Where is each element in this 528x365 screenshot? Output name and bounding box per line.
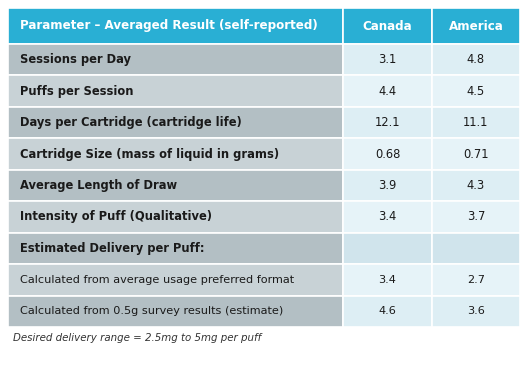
- Bar: [8, 201, 343, 233]
- Bar: [432, 107, 520, 138]
- Bar: [343, 107, 432, 138]
- Text: 3.4: 3.4: [379, 275, 397, 285]
- Text: 4.8: 4.8: [467, 53, 485, 66]
- Bar: [343, 296, 432, 327]
- Text: Days per Cartridge (cartridge life): Days per Cartridge (cartridge life): [20, 116, 242, 129]
- Text: 12.1: 12.1: [375, 116, 400, 129]
- Bar: [343, 170, 432, 201]
- Text: 3.6: 3.6: [467, 306, 485, 316]
- Bar: [432, 296, 520, 327]
- Bar: [8, 8, 343, 44]
- Bar: [8, 264, 343, 296]
- Text: Intensity of Puff (Qualitative): Intensity of Puff (Qualitative): [20, 211, 212, 223]
- Bar: [8, 138, 343, 170]
- Bar: [432, 8, 520, 44]
- Bar: [8, 44, 343, 76]
- Text: 0.68: 0.68: [375, 147, 400, 161]
- Text: 4.5: 4.5: [467, 85, 485, 98]
- Bar: [343, 8, 432, 44]
- Text: 0.71: 0.71: [463, 147, 488, 161]
- Text: 4.6: 4.6: [379, 306, 397, 316]
- Bar: [343, 201, 432, 233]
- Bar: [8, 233, 343, 264]
- Text: Sessions per Day: Sessions per Day: [20, 53, 131, 66]
- Bar: [8, 76, 343, 107]
- Text: 3.7: 3.7: [467, 211, 485, 223]
- Text: 3.9: 3.9: [379, 179, 397, 192]
- Text: America: America: [448, 19, 503, 32]
- Text: 3.4: 3.4: [379, 211, 397, 223]
- Bar: [432, 201, 520, 233]
- Text: 3.1: 3.1: [379, 53, 397, 66]
- Text: Calculated from average usage preferred format: Calculated from average usage preferred …: [20, 275, 294, 285]
- Text: Parameter – Averaged Result (self-reported): Parameter – Averaged Result (self-report…: [20, 19, 318, 32]
- Text: 4.4: 4.4: [379, 85, 397, 98]
- Text: Average Length of Draw: Average Length of Draw: [20, 179, 177, 192]
- Bar: [8, 296, 343, 327]
- Text: Desired delivery range = 2.5mg to 5mg per puff: Desired delivery range = 2.5mg to 5mg pe…: [13, 333, 261, 343]
- Text: Canada: Canada: [363, 19, 412, 32]
- Bar: [8, 170, 343, 201]
- Bar: [343, 233, 432, 264]
- Text: Estimated Delivery per Puff:: Estimated Delivery per Puff:: [20, 242, 204, 255]
- Bar: [432, 264, 520, 296]
- Bar: [343, 76, 432, 107]
- Bar: [343, 264, 432, 296]
- Bar: [343, 138, 432, 170]
- Bar: [432, 170, 520, 201]
- Text: Calculated from 0.5g survey results (estimate): Calculated from 0.5g survey results (est…: [20, 306, 283, 316]
- Text: 11.1: 11.1: [463, 116, 488, 129]
- Bar: [432, 138, 520, 170]
- Text: 4.3: 4.3: [467, 179, 485, 192]
- Bar: [432, 233, 520, 264]
- Bar: [8, 107, 343, 138]
- Text: 2.7: 2.7: [467, 275, 485, 285]
- Text: Cartridge Size (mass of liquid in grams): Cartridge Size (mass of liquid in grams): [20, 147, 279, 161]
- Bar: [432, 76, 520, 107]
- Text: Puffs per Session: Puffs per Session: [20, 85, 134, 98]
- Bar: [343, 44, 432, 76]
- Bar: [432, 44, 520, 76]
